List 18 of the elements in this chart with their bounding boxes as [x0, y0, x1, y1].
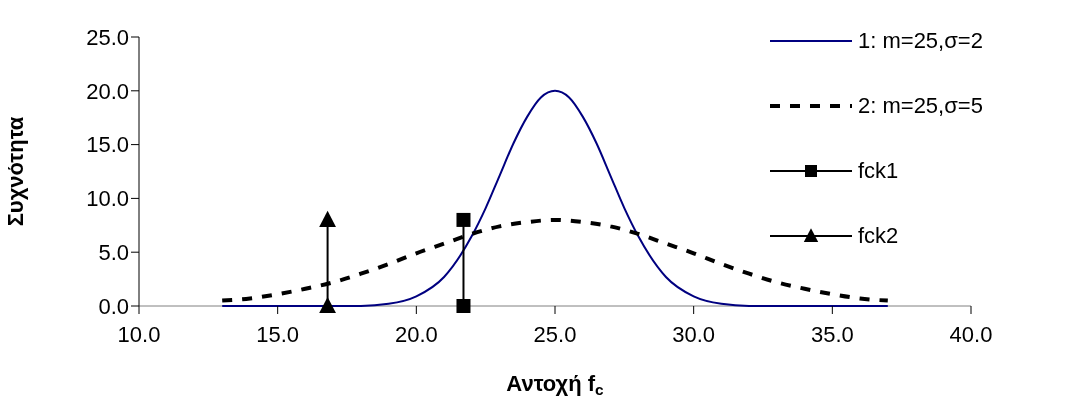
- legend-label: fck1: [858, 157, 899, 184]
- x-tick-label: 30.0: [672, 321, 716, 347]
- x-tick-label: 15.0: [256, 321, 300, 347]
- x-tick-label: 10.0: [117, 321, 161, 347]
- legend-label: 2: m=25,σ=5: [858, 92, 983, 119]
- y-tick-label: 0.0: [98, 293, 129, 319]
- x-tick-label: 40.0: [949, 321, 993, 347]
- y-tick-label: 5.0: [98, 240, 129, 266]
- legend-label: fck2: [858, 222, 899, 249]
- x-tick-label: 35.0: [810, 321, 854, 347]
- y-tick-label: 20.0: [86, 78, 129, 104]
- x-tick-label: 25.0: [533, 321, 577, 347]
- y-tick-label: 15.0: [86, 132, 129, 158]
- x-tick-label: 20.0: [394, 321, 438, 347]
- x-axis-title: Αντοχή f$_{c}$: [506, 371, 605, 398]
- y-tick-label: 25.0: [86, 24, 129, 50]
- y-tick-label: 10.0: [86, 186, 129, 212]
- legend-label: 1: m=25,σ=2: [858, 27, 983, 54]
